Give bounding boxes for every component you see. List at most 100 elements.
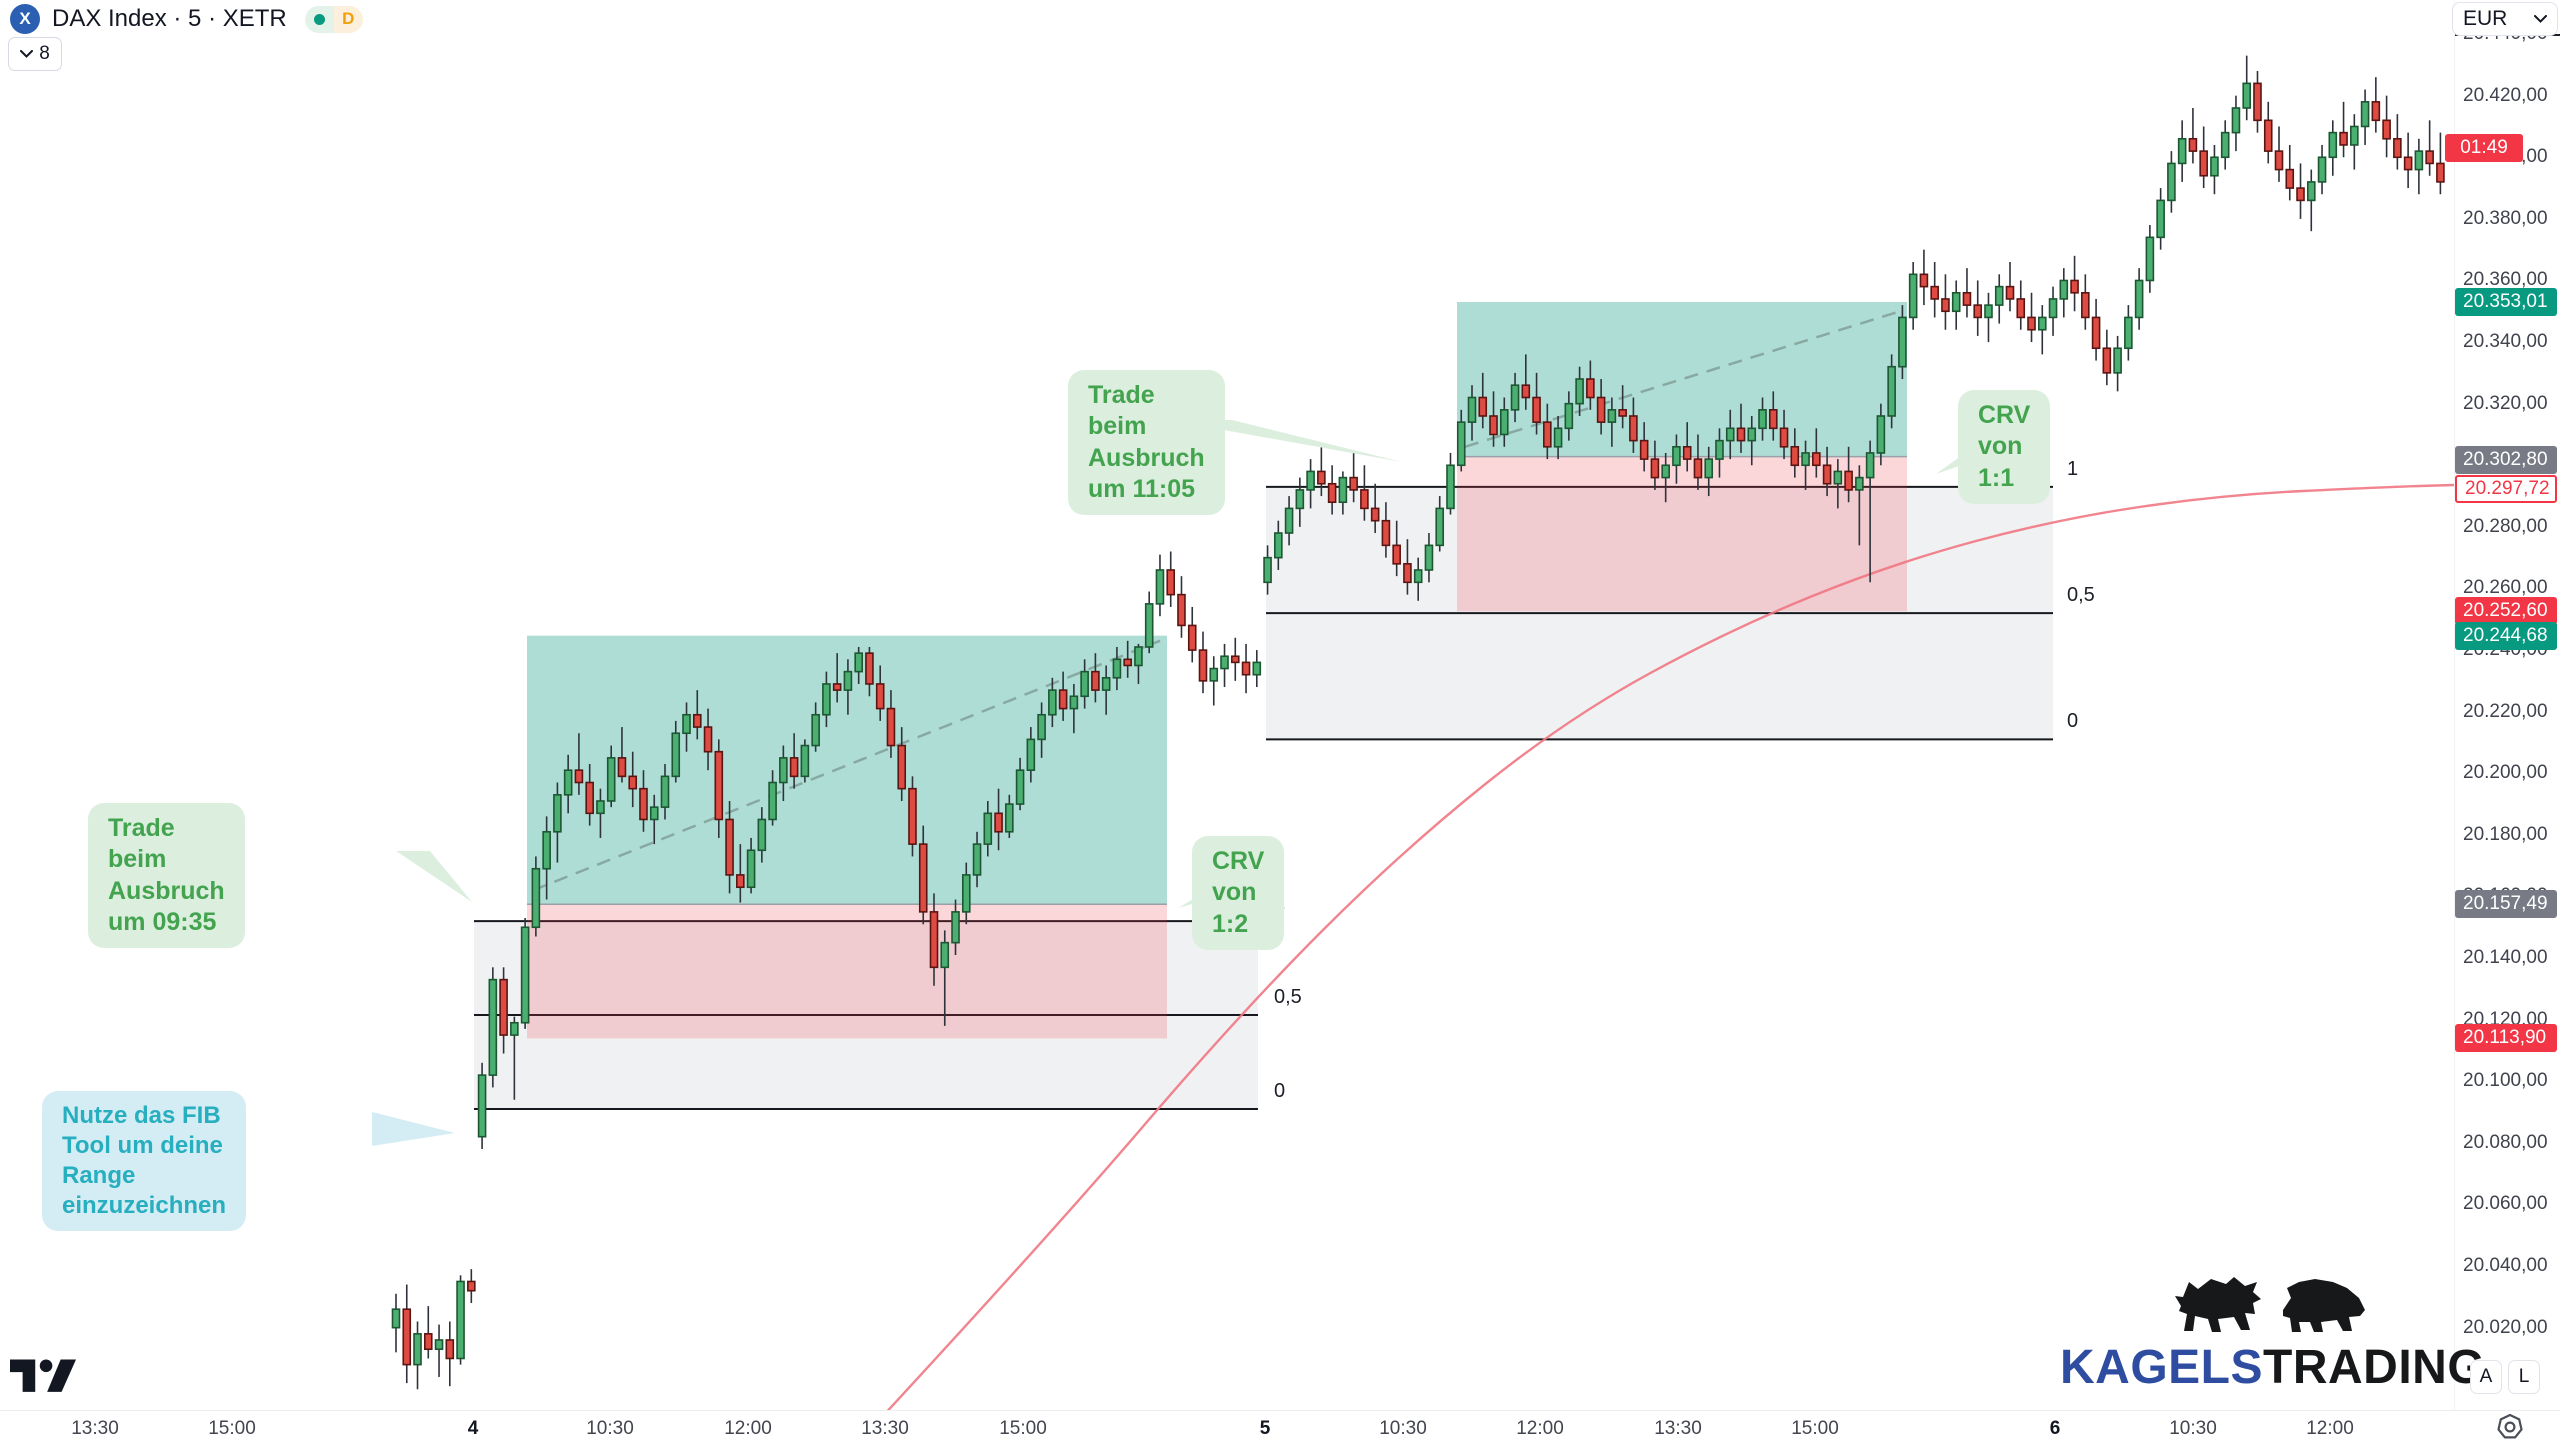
price-axis[interactable]: 20.440,0020.420,0020.400,0020.380,0020.3… [2445,0,2560,1410]
candle-body [1209,667,1219,682]
price-tick-label: 20.020,00 [2463,1316,2548,1338]
hint-fib-tool[interactable]: Nutze das FIB Tool um deine Range einzuz… [42,1091,247,1231]
candle-body [779,757,788,784]
tradingview-logo-icon[interactable] [10,1352,76,1394]
candle-body [1058,689,1068,710]
candle-body [1403,563,1412,584]
candle-body [2296,187,2305,202]
trend-dash-line [532,639,1161,892]
hint-fib-tool-tail [372,1112,455,1146]
candle-body [499,978,508,1036]
candle-body [940,941,950,969]
candle-body [1424,544,1434,571]
price-tick-label: 20.200,00 [2463,762,2548,784]
candle-body [1822,464,1832,485]
candle-body [1338,476,1348,504]
candle-body [1499,409,1509,436]
candle-body [1887,365,1896,417]
candle-body [2005,285,2015,300]
candle-body [1801,452,1810,467]
gear-icon[interactable] [2494,1412,2526,1444]
price-badge: 20.252,60 [2455,597,2557,626]
hint-breakout-1105[interactable]: Trade beim Ausbruch um 11:05 [1068,370,1225,515]
candle-body [1768,409,1778,430]
auto-scale-button[interactable]: A [2470,1360,2502,1394]
candle-body [2027,316,2036,331]
candle-body [1456,421,1466,467]
market-status-pill[interactable]: D [304,5,363,33]
candle-body [918,843,928,913]
candle-body [1252,661,1262,676]
candle-body [2382,119,2391,140]
candle-body [1091,670,1100,691]
candle-body [477,1074,487,1138]
kagels-trading-watermark: KAGELSTRADING [2060,1272,2485,1395]
candle-body [1134,646,1143,667]
candle-body [1510,384,1520,411]
candle-body [423,1333,433,1351]
candle-body [1629,415,1638,442]
currency-button[interactable]: EUR [2452,2,2558,36]
time-label: 15:00 [1791,1418,1839,1439]
candle-body [1370,507,1380,522]
candle-body [725,818,734,876]
ma-curve [856,483,2455,1444]
symbol-title[interactable]: DAX Index · 5 · XETR [52,5,287,32]
market-open-dot-icon [313,13,325,25]
candle-body [1984,304,1993,319]
candle-body [2091,316,2101,350]
candle-body [1435,507,1445,547]
hint-crv-1-1[interactable]: CRV von 1:1 [1958,390,2051,504]
fib-level-label: 0,5 [2067,584,2095,607]
candle-body [1521,384,1531,399]
candle-body [1220,655,1229,670]
candle-body [2037,316,2047,331]
candle-body [2081,291,2090,319]
candle-body [886,707,896,747]
candle-body [574,769,584,784]
hint-crv-1-2[interactable]: CRV von 1:2 [1192,836,1285,950]
candle-body [1144,603,1154,648]
candle-body [660,775,670,808]
log-scale-button[interactable]: L [2508,1360,2540,1394]
candle-body [2102,347,2112,374]
price-tick-label: 20.340,00 [2463,331,2548,353]
candle-body [1930,285,1939,300]
candle-body [1198,649,1208,682]
candle-body [413,1333,422,1366]
candle-body [2167,162,2176,202]
candle-body [1672,445,1681,467]
candle-body [2317,156,2327,183]
candle-body [1241,661,1251,676]
candle-body [1069,695,1079,710]
candle-body [1618,409,1627,417]
candle-body [1704,458,1714,479]
candle-body [1758,409,1767,430]
candle-body [736,874,745,889]
candle-body [1446,464,1455,510]
candle-body [1048,689,1057,716]
candle-body [1833,470,1843,485]
candle-body [563,769,573,796]
candle-body [2220,131,2230,159]
price-badge: 20.297,72 [2455,475,2557,503]
candle-body [628,775,638,790]
candle-body [585,781,594,815]
price-tick-label: 20.280,00 [2463,515,2548,537]
candle-body [1306,470,1315,491]
candle-body [1908,273,1918,319]
candle-body [2210,156,2219,177]
candle-body [1101,676,1111,691]
chevron-down-icon [2534,15,2547,23]
candle-body [2274,150,2284,171]
time-label: 12:00 [2306,1418,2354,1439]
time-axis[interactable]: 13:30 15:00 4 10:30 12:00 13:30 15:00 5 10:30 12:… [0,1410,2560,1445]
symbol-header[interactable]: X DAX Index · 5 · XETR D [10,4,363,34]
hint-breakout-0935[interactable]: Trade beim Ausbruch um 09:35 [88,803,245,948]
toolbar-button-8[interactable]: 8 [8,37,62,71]
candle-body [542,830,551,870]
candle-body [1994,285,2004,306]
candle-body [746,849,756,889]
delayed-data-badge: D [333,5,363,33]
